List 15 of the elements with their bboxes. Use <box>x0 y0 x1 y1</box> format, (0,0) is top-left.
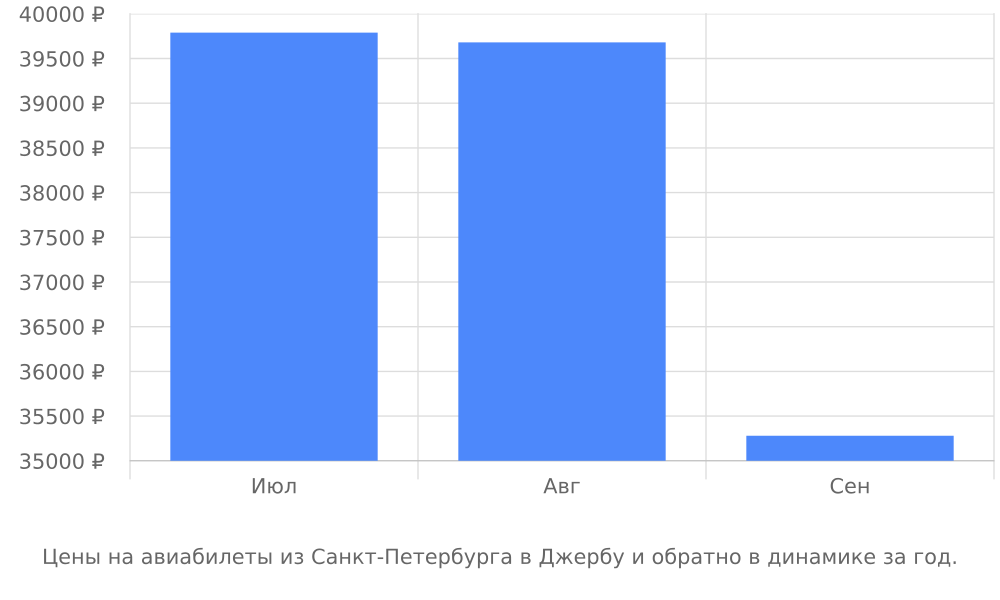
y-tick-label: 37000 ₽ <box>20 274 104 290</box>
x-tick-label: Авг <box>543 478 580 494</box>
y-tick-label: 40000 ₽ <box>20 6 104 22</box>
y-tick-label: 37500 ₽ <box>20 230 104 246</box>
y-tick-label: 38000 ₽ <box>20 185 104 201</box>
x-tick-label: Июл <box>252 478 296 494</box>
y-tick-label: 36500 ₽ <box>20 319 104 335</box>
text: Цены на авиабилеты из Санкт-Петербурга в Джербу и обратно в динамике за год. <box>44 548 956 568</box>
y-tick-label: 36000 ₽ <box>20 364 104 380</box>
y-tick-label: 39000 ₽ <box>20 96 104 112</box>
x-tick-label: Сен <box>830 478 869 494</box>
y-tick-label: 35500 ₽ <box>20 408 104 424</box>
y-tick-label: 39500 ₽ <box>20 50 104 67</box>
y-tick-label: 38500 ₽ <box>20 140 104 156</box>
y-tick-label: 35000 ₽ <box>20 453 104 470</box>
